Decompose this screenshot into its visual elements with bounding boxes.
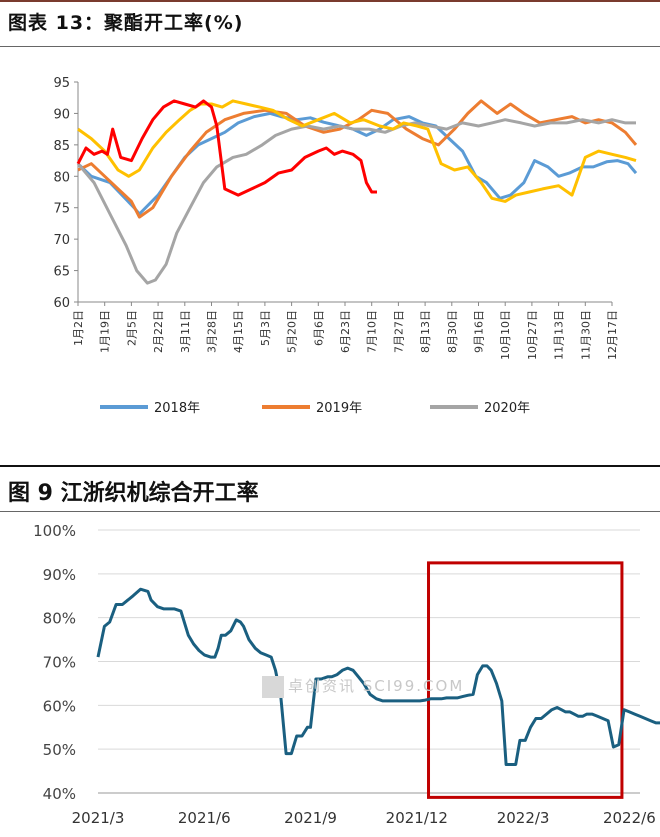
x-tick-label: 5月3日 [259, 310, 272, 346]
legend-swatch [262, 404, 310, 409]
series-line [96, 587, 660, 766]
legend-label: 2018年 [154, 401, 201, 416]
y-tick-label: 75 [53, 202, 70, 217]
x-tick-label: 7月27日 [392, 310, 405, 353]
y-tick-label: 90 [53, 107, 70, 122]
x-tick-label: 2022/3 [497, 809, 550, 827]
legend-label: 2020年 [484, 401, 531, 416]
y-tick-label: 70% [43, 654, 76, 672]
legend-label: 2019年 [316, 401, 363, 416]
x-tick-label: 6月6日 [312, 310, 325, 346]
x-tick-label: 10月10日 [499, 310, 512, 360]
figure-title: 图 9 江浙织机综合开工率 [8, 481, 259, 506]
figure-loom-operating-rate: 图 9 江浙织机综合开工率 40% 50% 60% 70% 80% 90% 100% 2021… [0, 465, 660, 837]
chart-loom: 40% 50% 60% 70% 80% 90% 100% 2021/3 2021/6 2021/9… [33, 522, 660, 827]
x-tick-label: 8月30日 [446, 310, 459, 353]
y-tick-label: 80% [43, 610, 76, 628]
x-tick-label: 7月10日 [366, 310, 379, 353]
x-tick-label: 2021/3 [72, 809, 125, 827]
x-tick-label: 4月15日 [232, 310, 245, 353]
y-tick-label: 50% [43, 741, 76, 759]
y-tick-label: 90% [43, 566, 76, 584]
figure-title: 图表 13：聚酯开工率(%) [8, 12, 244, 34]
x-tick-label: 9月16日 [473, 310, 486, 353]
figure-polyester-operating-rate: 图表 13：聚酯开工率(%) 60 65 70 75 80 85 90 95 1月2日 1月19日… [0, 0, 660, 417]
legend-item: 2019年 [262, 397, 362, 416]
y-tick-label: 95 [53, 76, 70, 91]
y-tick-label: 60 [53, 296, 70, 311]
legend-swatch [430, 404, 478, 409]
x-tick-label: 12月17日 [606, 310, 619, 360]
x-tick-label: 1月19日 [99, 310, 112, 353]
x-tick-label: 1月2日 [72, 310, 85, 346]
y-tick-label: 65 [53, 265, 70, 280]
x-tick-label: 6月23日 [339, 310, 352, 353]
top-rule [0, 0, 660, 2]
series-line [76, 118, 636, 285]
x-tick-label: 2022/6 [603, 809, 656, 827]
x-tick-label: 5月20日 [286, 310, 299, 353]
title-rule [0, 46, 660, 47]
x-tick-label: 3月28日 [206, 310, 219, 353]
highlight-box [427, 561, 624, 799]
x-tick-label: 11月13日 [553, 310, 566, 360]
y-tick-label: 100% [33, 522, 76, 540]
legend-item: 2020年 [430, 397, 530, 416]
y-tick-label: 60% [43, 697, 76, 715]
legend-swatch [100, 404, 148, 409]
series-line [77, 99, 637, 203]
x-tick-label: 2021/12 [386, 809, 448, 827]
x-tick-label: 10月27日 [526, 310, 539, 360]
watermark-logo-icon [262, 675, 284, 698]
x-tick-label: 2021/6 [178, 809, 231, 827]
series-line [76, 99, 377, 197]
x-tick-label: 2021/9 [284, 809, 337, 827]
y-tick-label: 40% [43, 785, 76, 803]
top-rule [0, 465, 660, 467]
legend-item: 2018年 [100, 397, 200, 416]
x-tick-label: 8月13日 [419, 310, 432, 353]
chart-legend: 2018年 2019年 2020年 [0, 397, 660, 417]
series-line [77, 99, 638, 219]
x-tick-label: 11月30日 [579, 310, 592, 360]
y-tick-label: 80 [53, 170, 70, 185]
y-tick-label: 85 [53, 139, 70, 154]
watermark-text: 卓创资讯 SCI99.COM [288, 677, 465, 695]
chart-polyester: 60 65 70 75 80 85 90 95 1月2日 1月19日 2月5日 2月22日 3月11日 3… [53, 76, 638, 360]
x-tick-label: 2月5日 [125, 310, 138, 346]
watermark: 卓创资讯 SCI99.COM [262, 675, 464, 698]
title-rule [0, 511, 660, 512]
y-tick-label: 70 [53, 233, 70, 248]
x-tick-label: 2月22日 [152, 310, 165, 353]
x-tick-label: 3月11日 [179, 310, 192, 353]
